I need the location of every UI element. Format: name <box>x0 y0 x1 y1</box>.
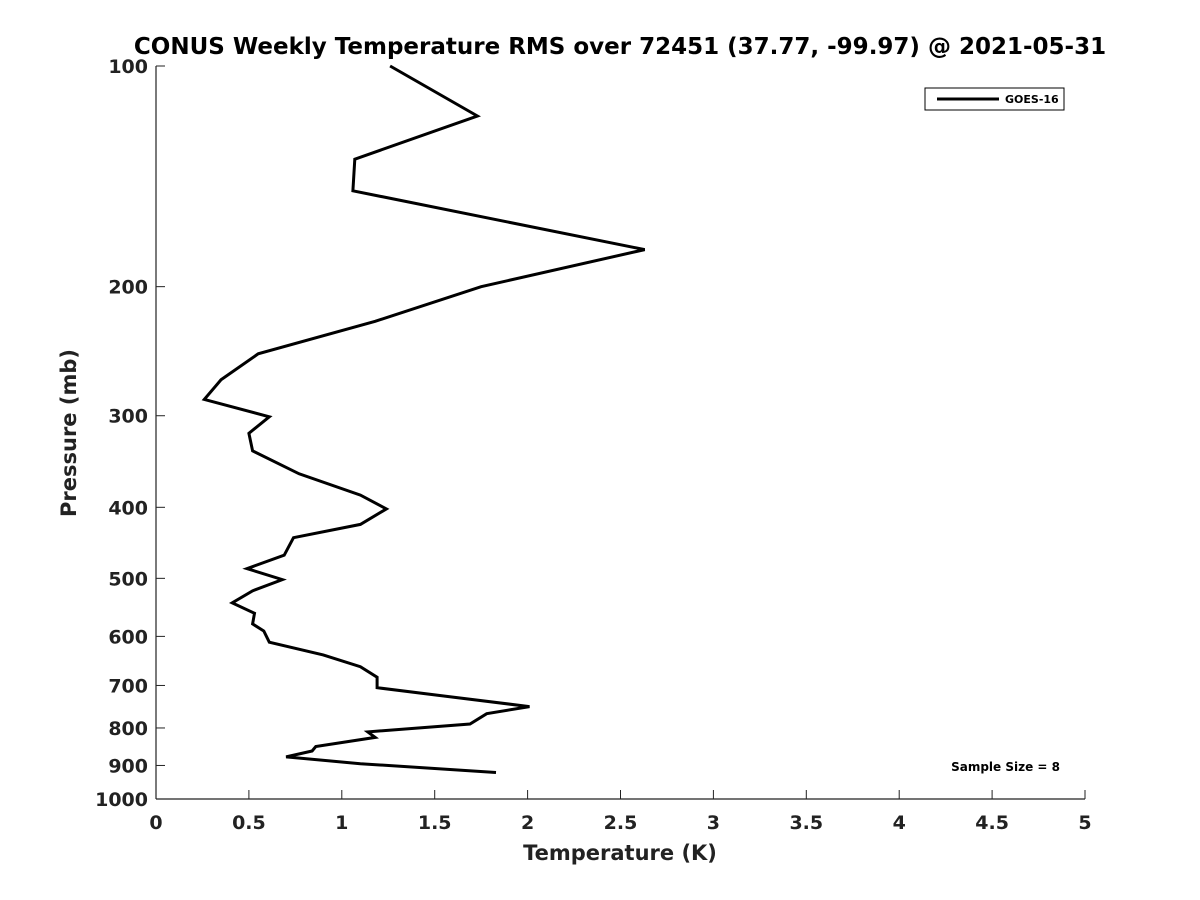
x-tick-label: 2.5 <box>604 812 638 834</box>
x-tick-label: 2 <box>521 812 534 834</box>
x-tick-label: 3.5 <box>789 812 823 834</box>
legend-label-goes-16: GOES-16 <box>1005 93 1059 106</box>
y-tick-label: 400 <box>108 497 148 519</box>
y-tick-label: 900 <box>108 755 148 777</box>
x-tick-label: 3 <box>707 812 720 834</box>
y-axis-ticks: 100 200 300 400 500 600 700 800 900 1000 <box>95 56 165 811</box>
legend: GOES-16 <box>924 87 1065 111</box>
y-tick-label: 700 <box>108 675 148 697</box>
series-line-goes-16 <box>201 64 646 774</box>
x-tick-label: 0.5 <box>232 812 266 834</box>
chart-title: CONUS Weekly Temperature RMS over 72451 … <box>134 34 1106 60</box>
y-tick-label: 800 <box>108 718 148 740</box>
y-tick-label: 200 <box>108 277 148 299</box>
x-tick-label: 4 <box>893 812 906 834</box>
plot-area <box>155 66 1085 800</box>
x-tick-label: 4.5 <box>975 812 1009 834</box>
series-layer <box>201 64 646 774</box>
x-tick-label: 1 <box>335 812 348 834</box>
y-axis-label: Pressure (mb) <box>57 349 81 517</box>
y-tick-label: 500 <box>108 568 148 590</box>
x-tick-label: 0 <box>149 812 162 834</box>
y-tick-label: 100 <box>108 56 148 78</box>
x-axis-ticks: 0 0.5 1 1.5 2 2.5 3 3.5 4 4.5 5 <box>149 790 1092 834</box>
x-tick-label: 5 <box>1078 812 1091 834</box>
y-tick-label: 600 <box>108 626 148 648</box>
x-axis-label: Temperature (K) <box>523 841 717 865</box>
sample-size-note: Sample Size = 8 <box>951 760 1060 774</box>
y-tick-label: 300 <box>108 406 148 428</box>
y-tick-label: 1000 <box>95 789 148 811</box>
x-tick-label: 1.5 <box>418 812 452 834</box>
